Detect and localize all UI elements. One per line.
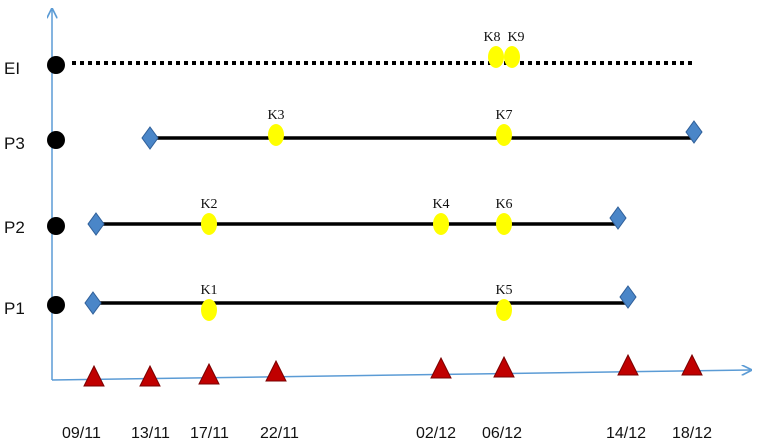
row-label-p1: P1 (4, 299, 25, 318)
start-diamond-p2 (87, 212, 105, 236)
date-label: 13/11 (131, 425, 170, 442)
milestone-k8 (488, 46, 504, 68)
milestone-label-k2: K2 (200, 197, 217, 212)
row-labels: EI P3 P2 P1 (4, 59, 25, 318)
start-diamond-p3 (141, 126, 159, 150)
event-triangle (493, 355, 515, 378)
milestone-k1 (201, 299, 217, 321)
milestone-k5 (496, 299, 512, 321)
milestone-k4 (433, 213, 449, 235)
milestone-label-k8: K8 (483, 30, 500, 45)
date-label: 18/12 (672, 425, 712, 442)
date-labels: 09/11 13/11 17/11 22/11 02/12 06/12 14/1… (62, 425, 712, 442)
end-diamond-p1 (619, 285, 637, 309)
date-label: 17/11 (190, 425, 229, 442)
row-markers (47, 56, 65, 314)
row-label-p2: P2 (4, 218, 25, 237)
row-lines (72, 61, 695, 305)
start-diamond-p1 (84, 291, 102, 315)
event-triangles (83, 353, 703, 387)
row-label-ei: EI (4, 59, 20, 78)
event-triangle (430, 356, 452, 379)
end-diamond-p2 (609, 206, 627, 230)
milestone-k7 (496, 124, 512, 146)
date-label: 22/11 (260, 425, 299, 442)
milestone-k9 (504, 46, 520, 68)
endpoint-diamonds (84, 120, 703, 315)
milestone-label-k4: K4 (432, 197, 449, 212)
milestone-label-k9: K9 (507, 30, 524, 45)
row-dot-p1 (47, 296, 65, 314)
milestone-k6 (496, 213, 512, 235)
row-dot-p2 (47, 217, 65, 235)
row-dot-ei (47, 56, 65, 74)
row-label-p3: P3 (4, 134, 25, 153)
event-triangle (265, 359, 287, 382)
date-label: 02/12 (416, 425, 456, 442)
event-triangle (139, 364, 161, 387)
end-diamond-p3 (685, 120, 703, 144)
milestone-label-k7: K7 (495, 108, 512, 123)
milestone-label-k6: K6 (495, 197, 512, 212)
milestones: K1 K2 K3 K4 K5 K6 K7 K8 K9 (200, 30, 525, 321)
date-label: 14/12 (606, 425, 646, 442)
event-triangle (83, 364, 105, 387)
event-triangle (198, 362, 220, 385)
milestone-label-k5: K5 (495, 283, 512, 298)
milestone-k3 (268, 124, 284, 146)
date-label: 06/12 (482, 425, 522, 442)
event-triangle (681, 353, 703, 376)
event-triangle (617, 353, 639, 376)
date-label: 09/11 (62, 425, 101, 442)
milestone-k2 (201, 213, 217, 235)
milestone-label-k1: K1 (200, 283, 217, 298)
row-dot-p3 (47, 131, 65, 149)
milestone-label-k3: K3 (267, 108, 284, 123)
